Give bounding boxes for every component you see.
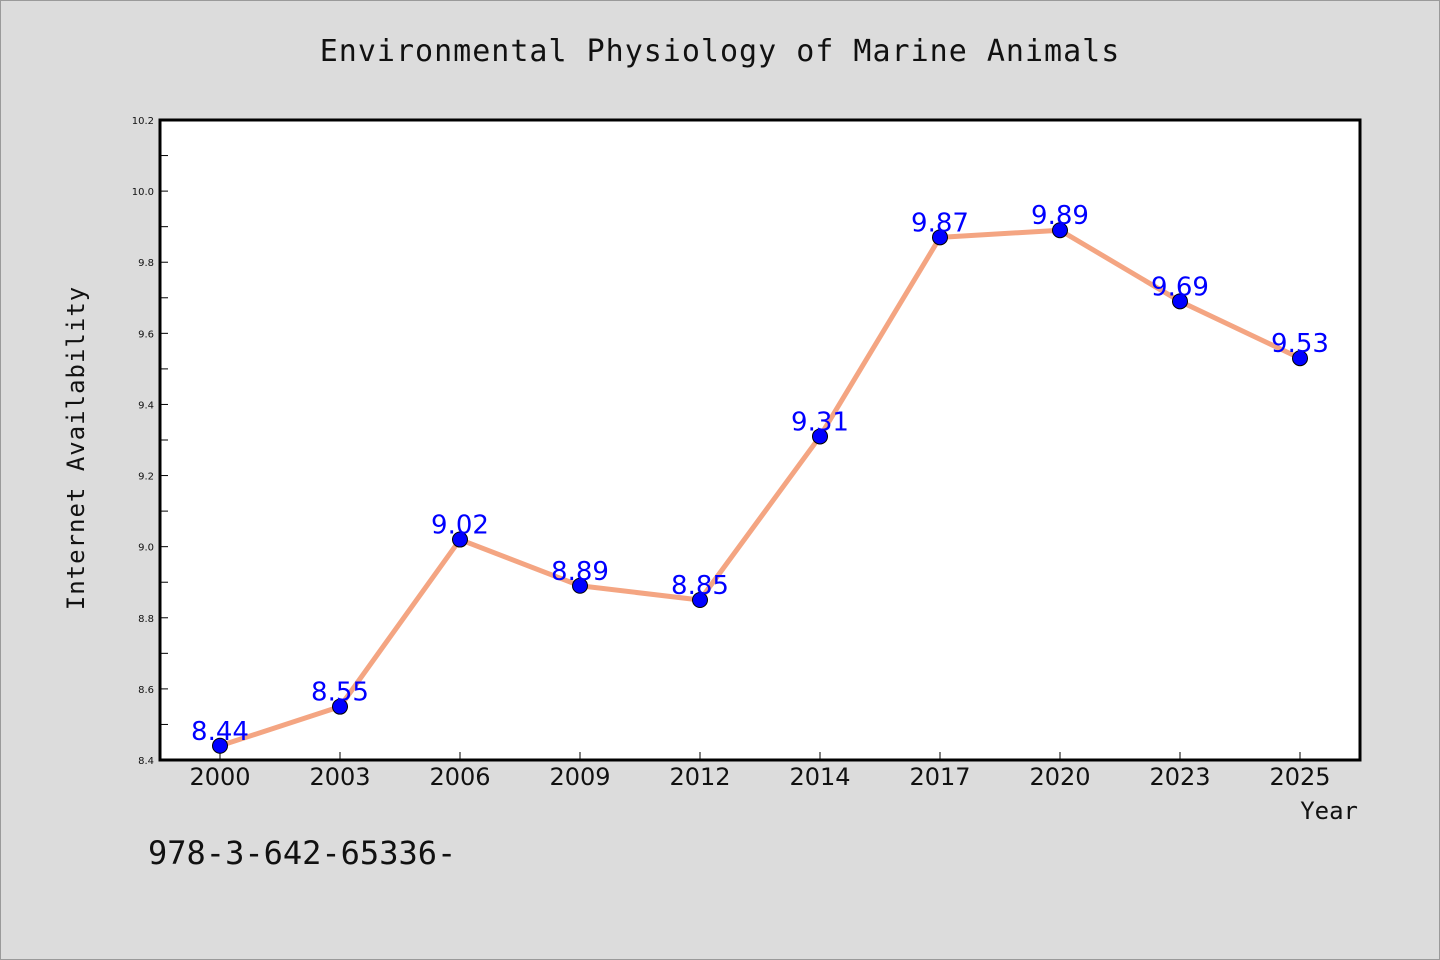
y-tick-label: 9.4 [138, 400, 154, 411]
x-tick-label: 2006 [429, 763, 490, 791]
x-tick-label: 2003 [309, 763, 370, 791]
y-tick-label: 10.0 [132, 187, 154, 198]
data-point [452, 531, 468, 548]
y-tick-label: 8.4 [138, 756, 154, 767]
data-point [1052, 222, 1068, 239]
data-point [932, 229, 948, 246]
data-point [332, 698, 348, 715]
data-label: 8.55 [311, 678, 369, 708]
x-tick-label: 2000 [189, 763, 250, 791]
data-point [212, 737, 228, 754]
chart-title: Environmental Physiology of Marine Anima… [319, 34, 1121, 69]
data-label: 9.53 [1271, 329, 1329, 359]
data-point [572, 577, 588, 594]
data-label: 8.44 [191, 717, 249, 747]
footer-text: 978-3-642-65336- [148, 834, 457, 872]
y-tick-label: 9.0 [138, 543, 154, 554]
x-tick-label: 2023 [1149, 763, 1210, 791]
data-label: 9.69 [1151, 272, 1209, 302]
plot-area [158, 118, 1362, 762]
x-tick-label: 2012 [669, 763, 730, 791]
x-tick-label: 2009 [549, 763, 610, 791]
x-tick-label: 2020 [1029, 763, 1090, 791]
y-tick-label: 8.8 [138, 614, 154, 625]
data-label: 9.87 [911, 208, 969, 238]
x-axis-label: Year [1300, 797, 1358, 825]
x-tick-label: 2014 [789, 763, 850, 791]
data-point [1172, 293, 1188, 310]
data-point [692, 592, 708, 608]
data-label: 9.02 [431, 511, 489, 541]
y-tick-label: 9.6 [138, 329, 154, 340]
y-tick-label: 10.2 [132, 116, 154, 127]
y-tick-label: 9.2 [138, 472, 154, 483]
x-tick-label: 2017 [909, 763, 970, 791]
data-label: 9.31 [791, 407, 849, 437]
series-line [217, 227, 1303, 749]
y-tick-label: 9.8 [138, 258, 154, 269]
data-label: 9.89 [1031, 201, 1089, 231]
data-point [1292, 350, 1308, 367]
data-label: 8.85 [671, 571, 729, 601]
x-tick-label: 2025 [1269, 763, 1330, 791]
data-label: 8.89 [551, 557, 609, 587]
y-tick-label: 8.6 [138, 685, 154, 696]
data-point [812, 428, 828, 445]
